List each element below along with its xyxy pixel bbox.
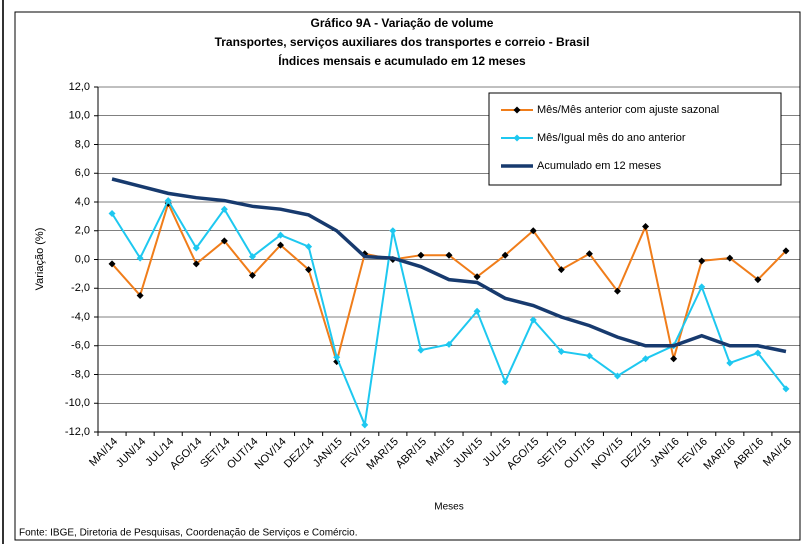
data-point [136, 254, 144, 262]
chart-subtitle: Índices mensais e acumulado em 12 meses [278, 53, 526, 68]
data-point [445, 340, 453, 348]
chart-frame [14, 11, 801, 541]
data-point [248, 271, 256, 279]
legend-marker [513, 106, 521, 114]
legend-label: Mês/Igual mês do ano anterior [537, 132, 686, 144]
data-point [164, 197, 172, 205]
data-point [389, 227, 397, 235]
data-point [698, 257, 706, 265]
data-point [305, 266, 313, 274]
data-point [557, 348, 565, 355]
data-point [136, 291, 144, 299]
data-point [248, 253, 256, 261]
data-point [445, 251, 453, 259]
data-point [305, 243, 313, 251]
data-point [192, 260, 200, 268]
data-point [529, 227, 537, 235]
data-point [277, 241, 285, 249]
y-axis-label: Variação (%) [34, 228, 46, 291]
data-point [642, 222, 650, 230]
chart-subtitle: Transportes, serviços auxiliares dos tra… [215, 35, 590, 49]
left-edge [2, 0, 4, 544]
data-point [417, 346, 425, 354]
data-point [698, 283, 706, 291]
data-point [782, 247, 790, 255]
y-tick-label: 6,0 [75, 167, 90, 179]
data-point [613, 372, 621, 380]
data-point [670, 355, 678, 363]
data-point [529, 316, 537, 324]
data-point [473, 307, 481, 315]
data-point [473, 273, 481, 281]
source-note: Fonte: IBGE, Diretoria de Pesquisas, Coo… [19, 528, 358, 539]
y-tick-label: 4,0 [75, 196, 90, 208]
data-point [192, 244, 200, 252]
y-tick-label: 8,0 [75, 138, 90, 150]
x-axis-label: Meses [434, 502, 463, 513]
y-tick-label: 12,0 [69, 81, 90, 93]
data-point [642, 355, 650, 363]
y-tick-label: 10,0 [69, 110, 90, 122]
y-tick-label: -10,0 [65, 397, 90, 409]
data-point [557, 266, 565, 274]
data-point [277, 231, 285, 239]
y-tick-label: -8,0 [71, 368, 90, 380]
data-point [585, 250, 593, 258]
y-tick-label: -6,0 [71, 340, 90, 352]
y-tick-label: -4,0 [71, 311, 90, 323]
legend-label: Mês/Mês anterior com ajuste sazonal [537, 104, 719, 116]
data-point [220, 237, 228, 245]
data-point [501, 251, 509, 259]
y-tick-label: 2,0 [75, 225, 90, 237]
data-point [220, 205, 228, 213]
data-point [754, 349, 762, 357]
chart-title: Gráfico 9A - Variação de volume [311, 16, 494, 30]
data-point [108, 260, 116, 268]
legend-label: Acumulado em 12 meses [537, 160, 662, 172]
data-point [333, 353, 341, 361]
y-tick-label: -12,0 [65, 426, 90, 438]
data-point [361, 421, 369, 429]
series-line [111, 177, 787, 354]
data-point [585, 352, 593, 360]
legend-box [488, 92, 782, 186]
legend-marker [513, 134, 521, 142]
data-point [782, 385, 790, 393]
data-point [417, 251, 425, 259]
y-tick-label: -2,0 [71, 282, 90, 294]
data-point [613, 287, 621, 295]
y-tick-label: 0,0 [75, 253, 90, 265]
data-point [726, 359, 734, 367]
data-point [726, 254, 734, 262]
data-point [754, 276, 762, 284]
data-point [501, 378, 509, 386]
data-point [108, 210, 116, 217]
